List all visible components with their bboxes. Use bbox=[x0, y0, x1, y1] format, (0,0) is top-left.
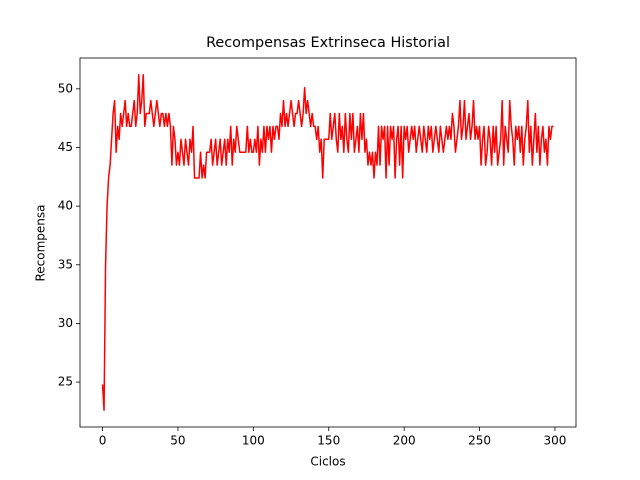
x-tick-label: 200 bbox=[393, 434, 416, 448]
y-tick-label: 50 bbox=[58, 81, 73, 95]
data-line bbox=[101, 74, 554, 411]
y-tick-label: 30 bbox=[58, 316, 73, 330]
x-tick-label: 0 bbox=[99, 434, 107, 448]
chart-title: Recompensas Extrinseca Historial bbox=[206, 35, 450, 51]
x-axis-label: Ciclos bbox=[310, 455, 345, 469]
x-tick-label: 250 bbox=[468, 434, 491, 448]
x-tick-label: 100 bbox=[242, 434, 265, 448]
y-tick-label: 45 bbox=[58, 140, 73, 154]
x-tick-label: 300 bbox=[544, 434, 567, 448]
x-tick-label: 150 bbox=[317, 434, 340, 448]
y-tick-label: 40 bbox=[58, 199, 73, 213]
plot-frame bbox=[79, 57, 577, 428]
x-tick-label: 50 bbox=[170, 434, 185, 448]
y-tick-label: 25 bbox=[58, 375, 73, 389]
y-axis-label: Recompensa bbox=[34, 204, 48, 281]
y-tick-label: 35 bbox=[58, 257, 73, 271]
